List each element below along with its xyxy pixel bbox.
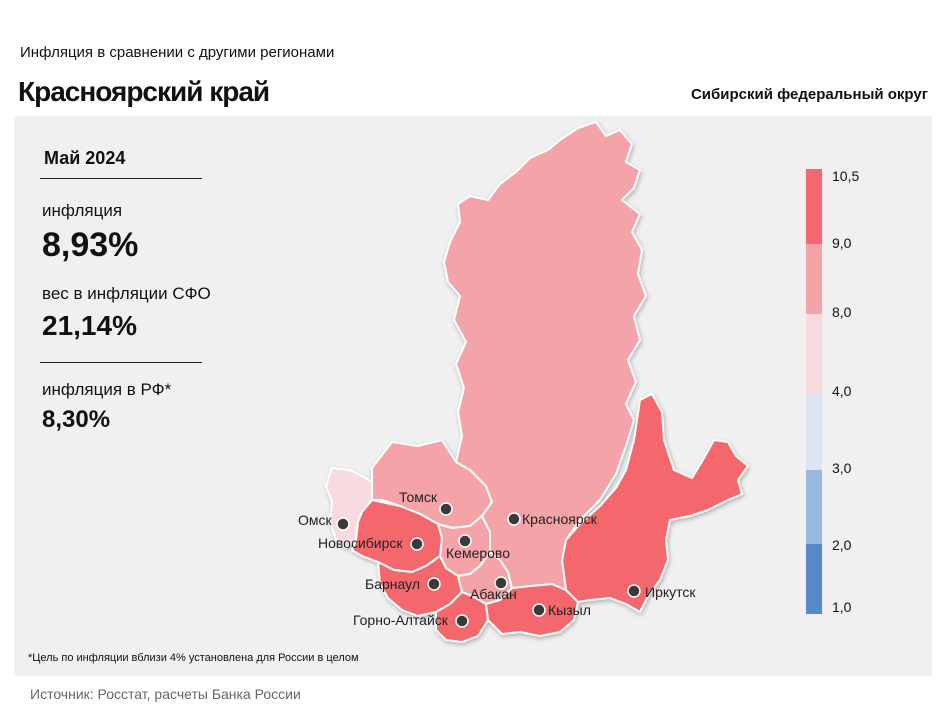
legend-band-1 [806, 169, 822, 244]
city-label-kemerovo: Кемерово [446, 545, 510, 561]
period-label: Май 2024 [44, 148, 126, 168]
city-dot-novosibirsk [410, 537, 424, 551]
city-dot-irkutsk [627, 584, 641, 598]
city-label-barnaul: Барнаул [365, 576, 420, 592]
region-irkutsk [561, 393, 749, 613]
city-dot-kyzyl [532, 603, 546, 617]
weight-label: вес в инфляции СФО [42, 284, 211, 303]
district-name: Сибирский федеральный округ [690, 86, 928, 103]
page-title: Красноярский край [18, 76, 270, 107]
city-dot-omsk [336, 517, 350, 531]
footnote: *Цель по инфляции вблизи 4% установлена … [28, 652, 359, 664]
city-label-omsk: Омск [298, 512, 333, 528]
legend-tick-3: 8,0 [832, 304, 852, 320]
region-krasnoyarsk [443, 121, 647, 591]
city-label-kyzyl: Кызыл [548, 602, 591, 618]
inflation-label: инфляция [42, 201, 123, 220]
weight-value: 21,14% [42, 310, 137, 341]
rf-inflation-label: инфляция в РФ* [42, 380, 172, 399]
city-label-krasnoyarsk: Красноярск [522, 511, 598, 527]
legend-tick-4: 4,0 [832, 383, 852, 399]
legend-band-5 [806, 470, 822, 544]
rf-inflation-value: 8,30% [42, 406, 111, 433]
city-dot-barnaul [427, 577, 441, 591]
legend-tick-5: 3,0 [832, 460, 852, 476]
legend-band-2 [806, 244, 822, 314]
city-label-irkutsk: Иркутск [645, 584, 696, 600]
source-note: Источник: Росстат, расчеты Банка России [30, 686, 301, 702]
city-dot-abakan [494, 576, 508, 590]
page-subtitle: Инфляция в сравнении с другими регионами [20, 44, 335, 61]
legend-tick-6: 2,0 [832, 537, 852, 553]
inflation-value: 8,93% [42, 226, 139, 264]
legend-tick-1: 10,5 [832, 168, 859, 184]
city-dot-krasnoyarsk [507, 512, 521, 526]
city-label-novosibirsk: Новосибирск [318, 535, 403, 551]
legend-tick-2: 9,0 [832, 235, 852, 251]
city-dot-kemerovo [458, 534, 472, 548]
divider-bottom [40, 362, 202, 363]
city-label-abakan: Абакан [470, 586, 517, 602]
city-label-tomsk: Томск [399, 489, 438, 505]
legend-band-6 [806, 544, 822, 614]
legend-band-3 [806, 314, 822, 394]
city-dot-tomsk [439, 502, 453, 516]
divider-top [40, 178, 202, 179]
city-markers [336, 502, 641, 628]
legend-band-4 [806, 394, 822, 470]
city-label-gorno-altaysk: Горно-Алтайск [353, 612, 449, 628]
legend-scale: 10,5 9,0 8,0 4,0 3,0 2,0 1,0 [806, 168, 859, 615]
city-dot-gorno-altaysk [455, 614, 469, 628]
legend-tick-7: 1,0 [832, 599, 852, 615]
